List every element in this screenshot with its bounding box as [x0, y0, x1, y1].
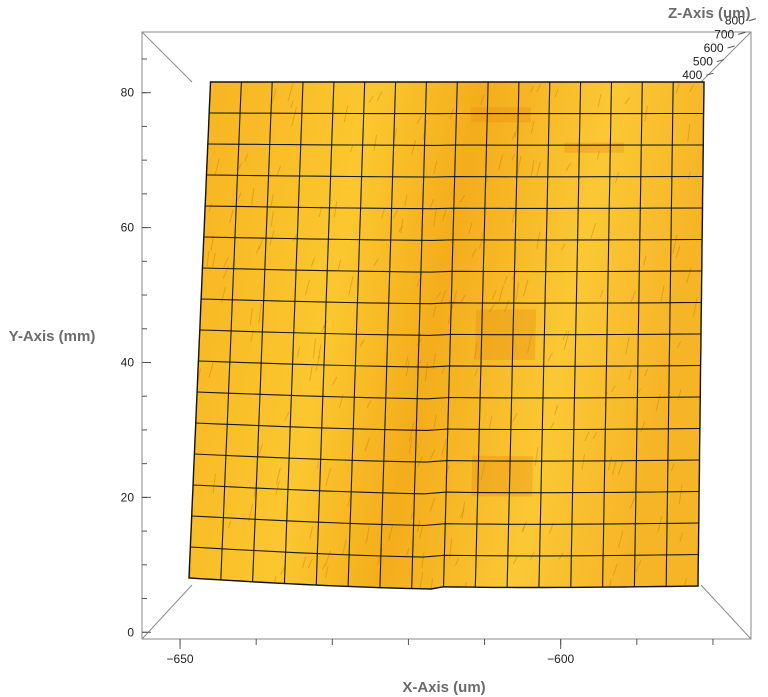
y-tick-label: 40 [121, 355, 135, 369]
mesh-row-line [209, 112, 704, 115]
z-tick-label: 400 [682, 68, 702, 82]
z-axis-title: Z-Axis (um) [668, 5, 751, 22]
mesh-row-line [195, 422, 700, 431]
y-tick-label: 20 [121, 490, 135, 504]
y-axis: 0 20 40 60 80 [121, 58, 151, 639]
bounding-box [141, 31, 752, 640]
mesh-row-line [198, 360, 701, 368]
z-tick-mark [748, 18, 757, 22]
y-tick-label: 0 [127, 625, 134, 639]
surface-patch [189, 82, 704, 589]
z-tick-label: 600 [704, 41, 724, 55]
mesh-row-line [203, 236, 703, 241]
y-tick-label: 80 [121, 86, 135, 100]
mesh-row-line [197, 391, 701, 400]
mesh-row-line [199, 329, 702, 336]
mesh-row-line [201, 298, 702, 305]
z-tick-mark [727, 45, 735, 49]
x-axis: −650 −600 [167, 639, 714, 666]
y-tick-label: 60 [121, 221, 135, 235]
z-tick-mark [738, 31, 746, 35]
mesh-row-line [206, 174, 703, 178]
mesh-row-line [205, 205, 703, 210]
surface [188, 81, 705, 590]
mesh-row-line [194, 453, 700, 463]
y-axis-title: Y-Axis (mm) [9, 328, 96, 345]
x-axis-title: X-Axis (um) [402, 679, 485, 696]
mesh-row-line [207, 143, 704, 146]
z-tick-label: 700 [714, 27, 734, 41]
mesh-row-line [192, 484, 700, 495]
surface-edge [188, 81, 705, 590]
mesh-row-line [202, 267, 702, 273]
z-tick-mark [716, 59, 725, 63]
x-tick-label: −600 [547, 652, 574, 666]
z-tick-mark [706, 72, 714, 76]
mesh-row-line [190, 546, 699, 558]
z-tick-label: 800 [725, 14, 745, 28]
surface-mesh [190, 81, 704, 589]
mesh-row-line [191, 515, 699, 527]
z-tick-label: 500 [693, 55, 713, 69]
x-tick-label: −650 [167, 652, 194, 666]
